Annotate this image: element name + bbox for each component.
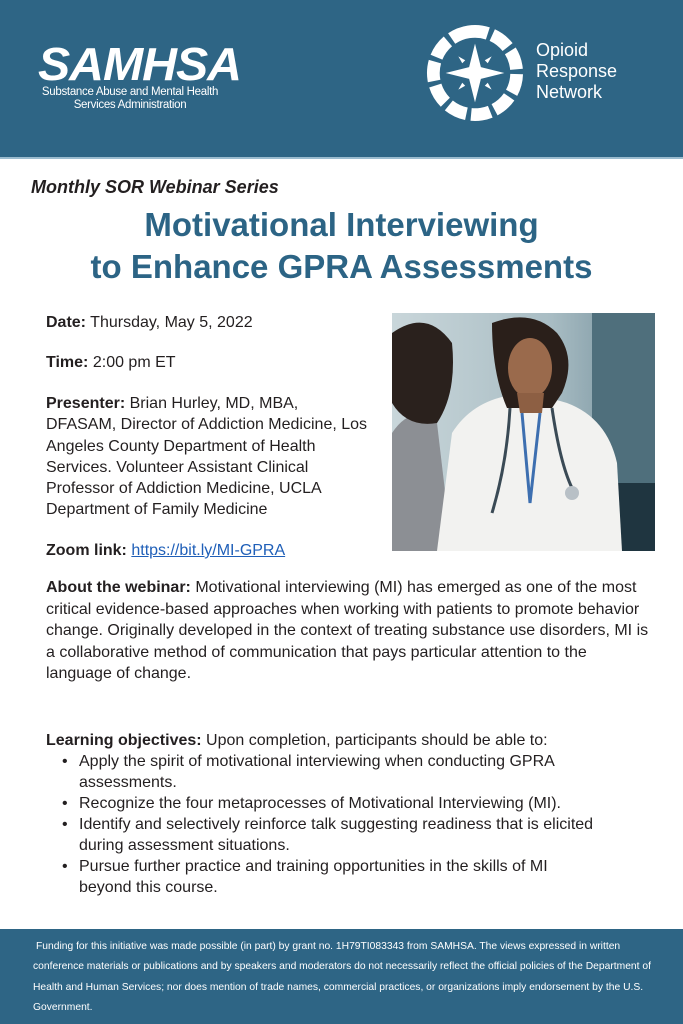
orn-line: Response: [536, 61, 618, 81]
list-item: Pursue further practice and training opp…: [46, 856, 599, 898]
time-value: 2:00 pm ET: [92, 354, 176, 371]
date-field: Date: Thursday, May 5, 2022: [46, 312, 253, 333]
samhsa-wordmark: SAMHSA: [38, 38, 242, 90]
learning-label: Learning objectives:: [46, 732, 202, 749]
orn-line: Network: [536, 82, 603, 102]
presenter-value: Brian Hurley, MD, MBA, DFASAM, Director …: [46, 395, 368, 519]
time-field: Time: 2:00 pm ET: [46, 352, 176, 373]
zoom-field: Zoom link: https://bit.ly/MI-GPRA: [46, 540, 285, 561]
page-title: Motivational Interviewing to Enhance GPR…: [0, 204, 683, 288]
presenter-label: Presenter:: [46, 395, 126, 412]
date-value: Thursday, May 5, 2022: [90, 314, 253, 331]
zoom-link[interactable]: https://bit.ly/MI-GPRA: [131, 542, 286, 559]
title-line: to Enhance GPRA Assessments: [90, 248, 593, 285]
doctor-patient-photo: [392, 313, 655, 551]
orn-wordmark: Opioid Response Network: [536, 40, 617, 103]
zoom-label: Zoom link:: [46, 542, 127, 559]
samhsa-logo: SAMHSA Substance Abuse and Mental Health…: [38, 41, 242, 112]
list-item: Recognize the four metaprocesses of Moti…: [46, 793, 639, 814]
learning-intro: Upon completion, participants should be …: [206, 732, 548, 749]
learning-heading: Learning objectives: Upon completion, pa…: [46, 730, 656, 751]
series-label: Monthly SOR Webinar Series: [31, 177, 279, 197]
header-banner: SAMHSA Substance Abuse and Mental Health…: [0, 0, 683, 159]
objectives-list: Apply the spirit of motivational intervi…: [46, 751, 656, 898]
time-label: Time:: [46, 354, 89, 371]
about-section: About the webinar: Motivational intervie…: [46, 577, 651, 685]
about-text: Motivational interviewing (MI) has emerg…: [46, 579, 649, 682]
samhsa-subtitle: Substance Abuse and Mental Health Servic…: [41, 86, 219, 111]
date-label: Date:: [46, 314, 87, 331]
list-item: Identify and selectively reinforce talk …: [46, 814, 599, 856]
presenter-field: Presenter: Brian Hurley, MD, MBA, DFASAM…: [46, 393, 368, 521]
orn-line: Opioid: [536, 40, 589, 60]
list-item: Apply the spirit of motivational intervi…: [46, 751, 599, 793]
learning-objectives: Learning objectives: Upon completion, pa…: [46, 730, 656, 898]
compass-logo-icon: [426, 24, 524, 122]
disclaimer-text: Funding for this initiative was made pos…: [33, 941, 651, 1013]
about-label: About the webinar:: [46, 579, 191, 596]
footer-disclaimer: Funding for this initiative was made pos…: [0, 929, 683, 1024]
title-line: Motivational Interviewing: [144, 206, 539, 243]
